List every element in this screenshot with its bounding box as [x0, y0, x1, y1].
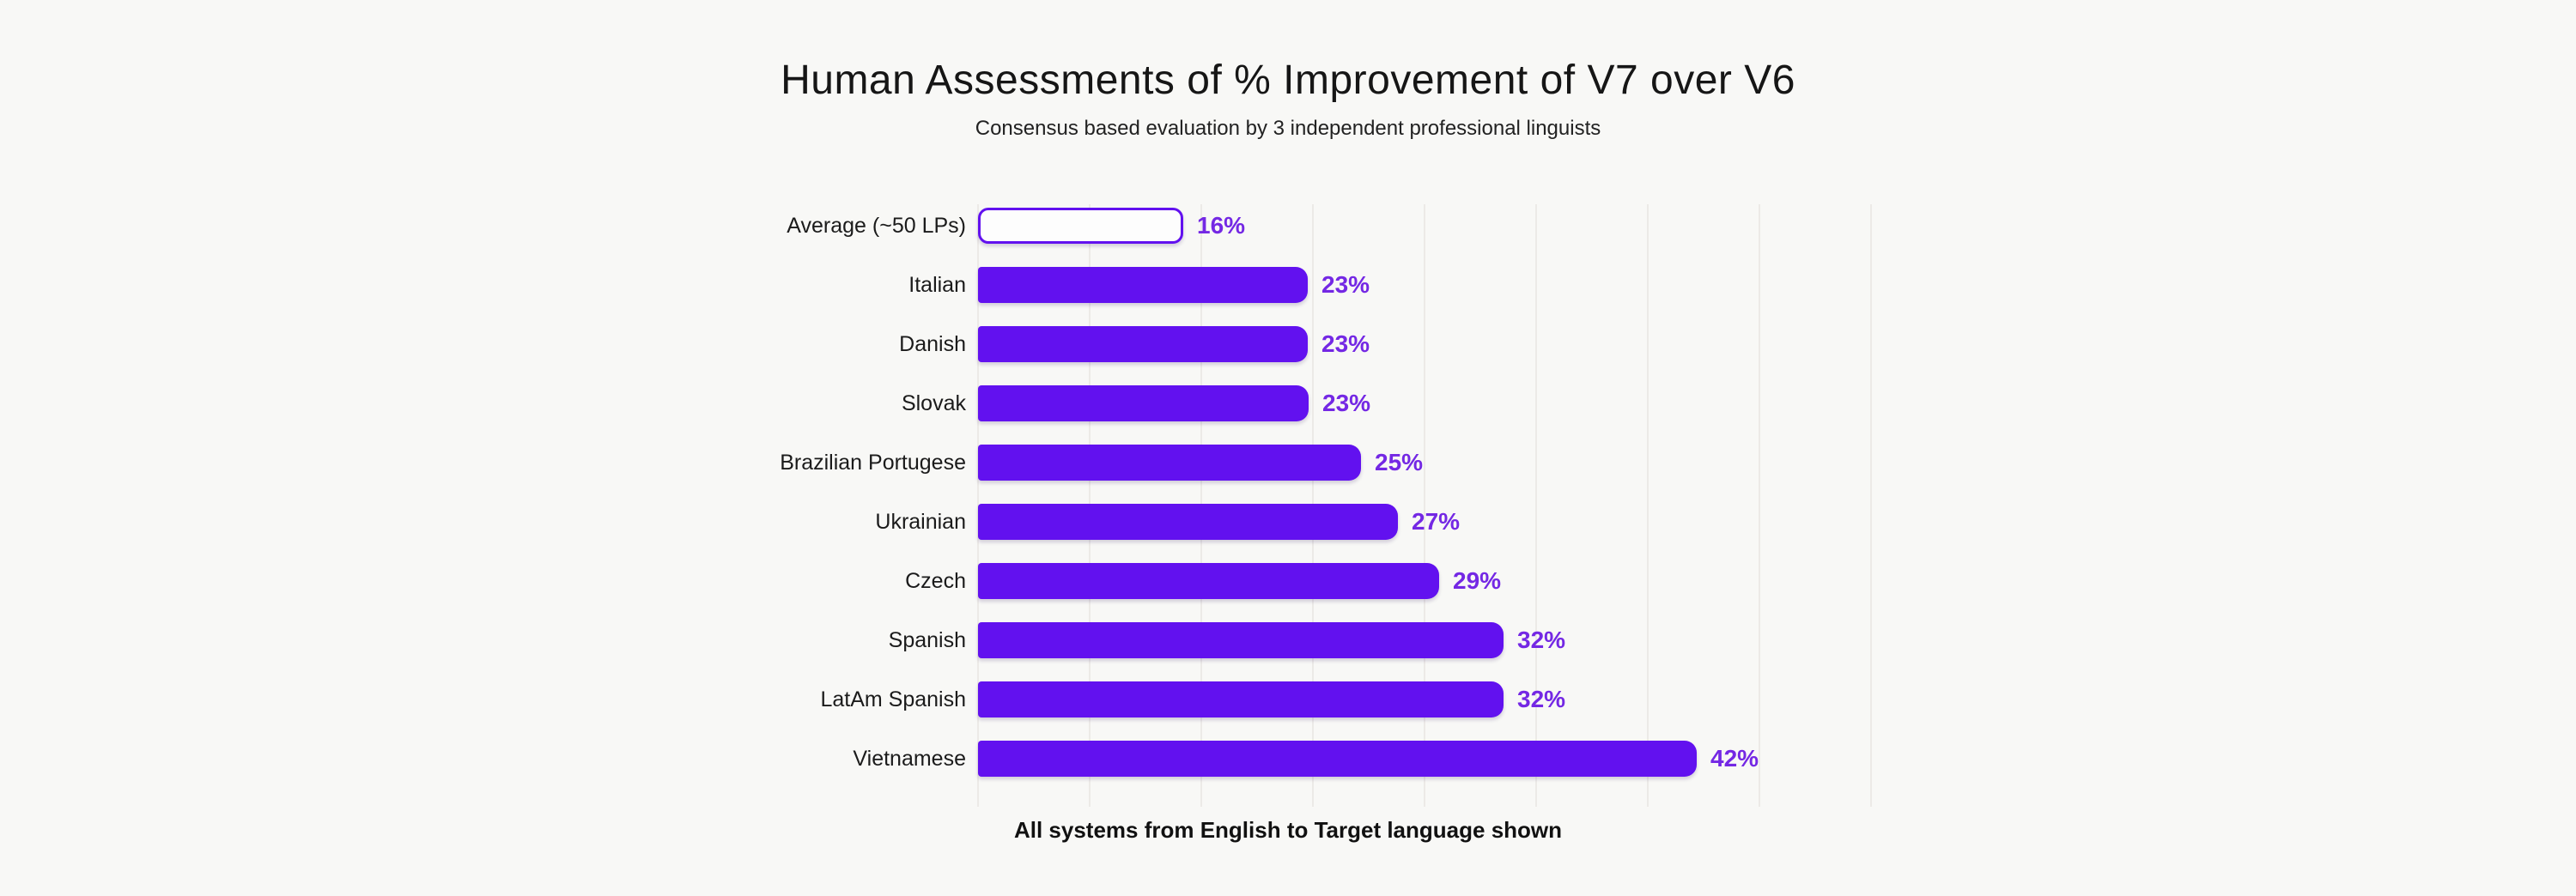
bar-solid — [978, 267, 1308, 303]
bar-chart-plot-area: Average (~50 LPs) 16% Italian 23% Danish 23% S… — [780, 204, 1872, 807]
x-gridline — [1759, 204, 1760, 807]
category-label: Spanish — [888, 628, 966, 652]
x-gridline — [1647, 204, 1649, 807]
value-label: 23% — [1321, 330, 1370, 357]
value-label: 16% — [1197, 212, 1246, 239]
bar-row: Italian 23% — [908, 267, 1871, 303]
x-gridline — [1870, 204, 1872, 807]
category-label: LatAm Spanish — [820, 687, 966, 711]
bar-solid — [978, 741, 1697, 777]
bar-solid — [978, 504, 1398, 540]
value-label: 23% — [1322, 390, 1371, 416]
value-label: 32% — [1517, 686, 1566, 712]
bar-row: Slovak 23% — [902, 385, 1871, 421]
bar-row: Average (~50 LPs) 16% — [787, 208, 1871, 244]
bar-outline — [978, 208, 1183, 244]
category-label: Italian — [908, 273, 966, 297]
category-label: Brazilian Portugese — [780, 451, 966, 475]
bar-solid — [978, 681, 1504, 717]
value-label: 25% — [1375, 449, 1424, 475]
category-label: Average (~50 LPs) — [787, 214, 966, 238]
bar-solid — [978, 445, 1361, 481]
x-gridline — [1424, 204, 1425, 807]
chart-footer-note: All systems from English to Target langu… — [1013, 817, 1563, 843]
value-label: 42% — [1710, 745, 1759, 772]
category-label: Vietnamese — [853, 747, 966, 771]
bar-row: Spanish 32% — [889, 622, 1871, 658]
bar-solid — [978, 563, 1439, 599]
value-label: 27% — [1412, 508, 1461, 535]
bar-row: Brazilian Portugese 25% — [780, 445, 1871, 481]
bar-row: Ukrainian 27% — [875, 504, 1871, 540]
value-label: 29% — [1453, 567, 1502, 594]
value-label: 23% — [1321, 271, 1370, 298]
value-label: 32% — [1517, 627, 1566, 653]
chart-subtitle: Consensus based evaluation by 3 independ… — [975, 117, 1601, 140]
x-gridline — [1535, 204, 1537, 807]
bar-row: Danish 23% — [899, 326, 1871, 362]
bar-row: Vietnamese 42% — [853, 741, 1871, 777]
category-label: Slovak — [901, 391, 966, 415]
bar-solid — [978, 385, 1309, 421]
bar-row: Czech 29% — [905, 563, 1871, 599]
bar-row: LatAm Spanish 32% — [820, 681, 1871, 717]
bar-solid — [978, 326, 1308, 362]
bar-solid — [978, 622, 1504, 658]
category-label: Czech — [905, 569, 966, 593]
category-label: Ukrainian — [875, 510, 966, 534]
category-label: Danish — [899, 332, 966, 356]
chart-title: Human Assessments of % Improvement of V7… — [781, 58, 1795, 103]
